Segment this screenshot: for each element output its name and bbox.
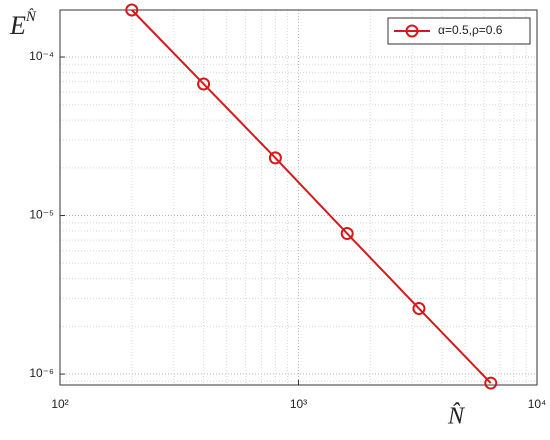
marker [125,3,139,17]
x-tick-label: 10² [51,397,68,411]
legend-label: α=0.5,ρ=0.6 [438,23,503,37]
x-tick-label: 10³ [290,397,307,411]
y-tick-label: 10⁻⁴ [29,49,54,63]
legend-marker [405,24,419,38]
x-tick-label: 10⁴ [528,397,547,411]
plot-frame [59,9,538,386]
marker [268,151,282,165]
marker [197,77,211,91]
series-line [131,9,492,384]
marker [412,302,426,316]
y-tick-label: 10⁻⁵ [29,208,54,222]
x-axis-label: N̂ [447,403,466,430]
marker [340,227,354,241]
y-tick-label: 10⁻⁶ [29,366,54,380]
y-axis-label: EN̂ [9,9,37,40]
marker [484,376,498,390]
legend: α=0.5,ρ=0.6 [387,17,531,45]
